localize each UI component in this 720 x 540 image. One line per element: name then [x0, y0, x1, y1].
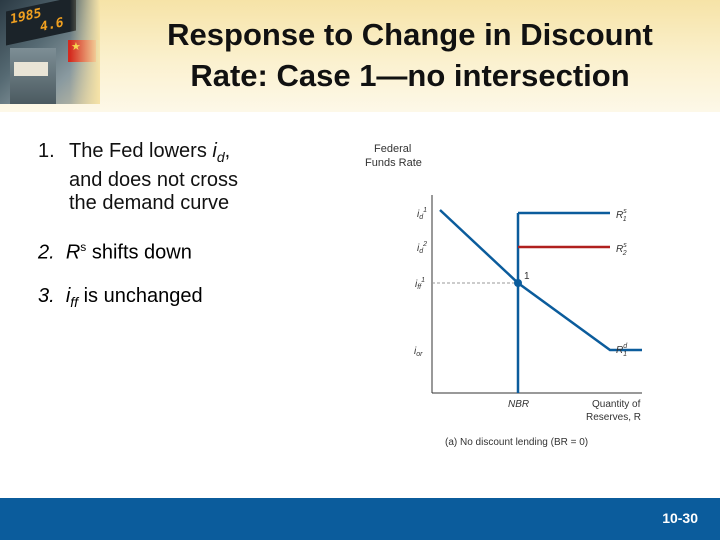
nbr-label: NBR — [508, 399, 529, 410]
slide-footer: 10-30 — [0, 498, 720, 540]
svg-text:Rd1: Rd 1 — [616, 343, 628, 358]
y-label-id1: id1 — [417, 207, 427, 221]
svg-text:iff1: iff1 — [415, 277, 425, 291]
ticker-board: 1985 4.6 — [6, 0, 76, 46]
y-label-iff1: iff1 — [415, 277, 425, 291]
slide-title: Response to Change in Discount Rate: Cas… — [167, 17, 653, 93]
building-image — [10, 48, 56, 104]
list-number: 1. — [38, 140, 55, 162]
yaxis-label: Federal — [374, 143, 411, 155]
list-item: 3. iff is unchanged — [38, 285, 203, 310]
svg-text:id2: id2 — [417, 241, 427, 255]
points-list: 1. The Fed lowers id, and does not cross… — [38, 140, 238, 215]
svg-text:Rs2: Rs 2 — [616, 242, 627, 257]
diagram-caption: (a) No discount lending (BR = 0) — [445, 437, 588, 448]
page-number: 10-30 — [662, 510, 698, 526]
svg-text:Rs1: Rs 1 — [616, 208, 627, 223]
equilibrium-point — [514, 279, 522, 287]
label-rd1: Rd 1 — [616, 343, 628, 358]
reserves-market-diagram: Federal Funds Rate 1 id1 id2 iff1 ior Rs… — [365, 143, 642, 448]
label-rs2: Rs 2 — [616, 242, 627, 257]
svg-text:ior: ior — [414, 346, 423, 358]
y-label-id2: id2 — [417, 241, 427, 255]
stock-exchange-photo: 1985 4.6 — [0, 0, 100, 104]
demand-curve — [439, 209, 642, 352]
list-item: 1. The Fed lowers id, and does not cross… — [38, 140, 238, 214]
svg-text:id1: id1 — [417, 207, 427, 221]
yaxis-label: Funds Rate — [365, 157, 422, 169]
xaxis-label: Quantity of — [592, 399, 641, 410]
list-item: 2. Rs shifts down — [38, 240, 192, 264]
label-rs1: Rs 1 — [616, 208, 627, 223]
point-label: 1 — [524, 271, 530, 282]
building-sign — [14, 62, 48, 76]
y-label-ior: ior — [414, 346, 423, 358]
xaxis-label: Reserves, R — [586, 412, 641, 423]
